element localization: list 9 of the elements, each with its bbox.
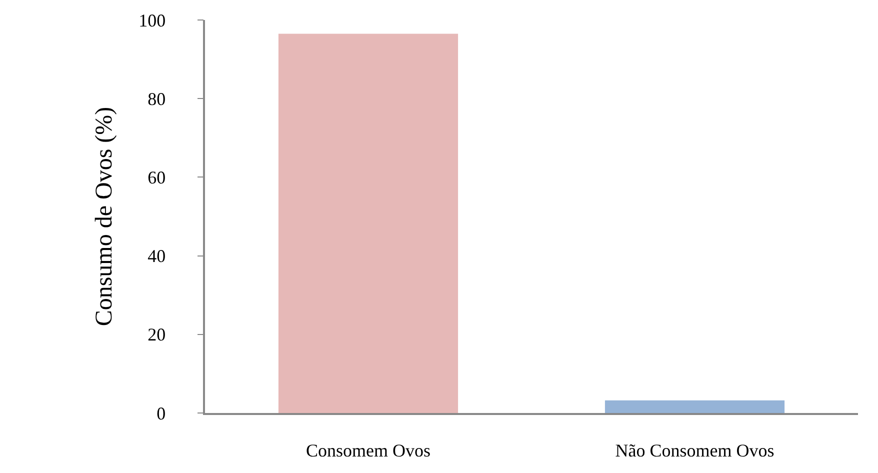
y-tick-label: 60 <box>148 168 166 188</box>
y-tick-label: 80 <box>148 88 166 109</box>
y-tick-label: 100 <box>138 10 166 30</box>
y-tick-label: 20 <box>148 324 166 345</box>
y-tick-label: 40 <box>148 246 166 266</box>
y-tick-label: 0 <box>156 403 166 424</box>
x-tick-label: Não Consomem Ovos <box>615 440 774 460</box>
y-axis-title: Consumo de Ovos (%) <box>91 106 118 326</box>
x-tick-label: Consomem Ovos <box>306 440 431 460</box>
